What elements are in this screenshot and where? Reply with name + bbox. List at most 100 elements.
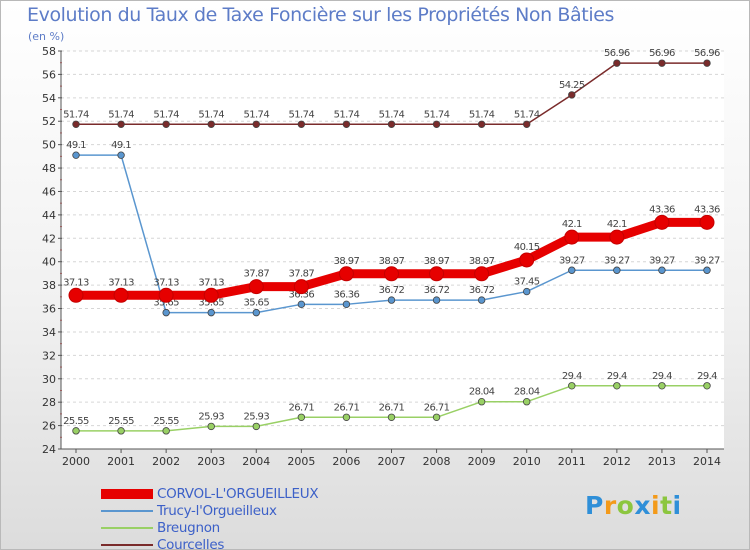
data-label: 37.13	[108, 277, 134, 288]
data-point	[613, 382, 621, 390]
data-label: 51.74	[379, 109, 405, 120]
data-point	[72, 151, 80, 159]
x-tick-label: 2008	[423, 455, 451, 468]
data-label: 51.74	[334, 109, 360, 120]
data-label: 28.04	[469, 387, 495, 398]
data-label: 29.4	[652, 371, 672, 382]
data-label: 42.1	[562, 219, 582, 230]
data-label: 25.55	[63, 416, 89, 427]
y-tick-label: 58	[42, 45, 56, 58]
proxiti-logo: Proxiti	[585, 491, 682, 520]
y-tick-label: 50	[42, 139, 56, 152]
x-tick-label: 2007	[378, 455, 406, 468]
data-point	[523, 398, 531, 406]
data-point	[342, 413, 351, 421]
data-point	[568, 382, 576, 390]
data-point	[477, 296, 486, 304]
data-point	[117, 120, 125, 128]
data-point	[387, 120, 396, 128]
y-tick-label: 36	[42, 303, 56, 316]
data-point	[523, 287, 531, 296]
data-label: 51.74	[424, 109, 450, 120]
data-label: 29.4	[562, 371, 582, 382]
data-point	[162, 427, 170, 435]
data-point	[609, 229, 625, 245]
data-label: 35.65	[243, 298, 269, 309]
data-point	[297, 413, 306, 421]
y-tick-label: 30	[42, 373, 56, 386]
data-label: 51.74	[108, 109, 134, 120]
legend-swatch	[101, 544, 153, 546]
data-point	[297, 300, 306, 309]
y-tick-label: 56	[42, 68, 56, 81]
data-point	[158, 287, 174, 303]
data-label: 29.4	[607, 371, 627, 382]
data-point	[432, 296, 441, 304]
data-point	[248, 279, 264, 295]
data-point	[252, 422, 260, 431]
x-tick-label: 2013	[648, 455, 676, 468]
x-tick-label: 2001	[107, 455, 135, 468]
data-label: 56.96	[694, 48, 720, 59]
data-point	[432, 120, 441, 128]
data-label: 49.1	[66, 140, 86, 151]
data-point	[162, 308, 170, 317]
data-point	[297, 120, 306, 128]
y-tick-label: 54	[42, 92, 56, 105]
data-label: 56.96	[604, 48, 630, 59]
x-tick-label: 2000	[62, 455, 90, 468]
x-tick-label: 2010	[513, 455, 541, 468]
data-point	[658, 266, 666, 274]
data-point	[207, 120, 215, 128]
x-tick-label: 2005	[287, 455, 315, 468]
data-point	[252, 120, 260, 128]
data-point	[342, 120, 351, 128]
data-label: 35.65	[198, 298, 224, 309]
data-point	[699, 214, 715, 230]
data-point	[568, 91, 576, 99]
data-label: 56.96	[649, 48, 675, 59]
data-label: 36.36	[289, 289, 315, 300]
data-point	[523, 120, 531, 128]
data-label: 36.72	[379, 285, 405, 296]
x-tick-label: 2002	[152, 455, 180, 468]
data-label: 28.04	[514, 387, 540, 398]
data-label: 26.71	[334, 402, 360, 413]
data-label: 26.71	[424, 402, 450, 413]
data-label: 39.27	[559, 255, 585, 266]
logo-letter: i	[651, 491, 661, 520]
data-label: 36.36	[334, 289, 360, 300]
x-tick-label: 2009	[468, 455, 496, 468]
data-label: 54.25	[559, 80, 585, 91]
data-point	[432, 413, 441, 421]
legend-swatch	[101, 527, 153, 529]
data-label: 40.15	[514, 242, 540, 253]
data-point	[703, 59, 711, 67]
x-tick-label: 2012	[603, 455, 631, 468]
logo-letter: i	[672, 491, 682, 520]
plot-area	[61, 51, 724, 449]
data-label: 39.27	[694, 255, 720, 266]
legend-swatch	[101, 510, 153, 512]
logo-letter: t	[660, 491, 673, 520]
data-point	[429, 266, 445, 282]
legend-label: Trucy-l'Orgueilleux	[157, 503, 277, 519]
x-tick-label: 2003	[197, 455, 225, 468]
data-point	[654, 214, 670, 230]
data-point	[703, 382, 711, 390]
logo-letter: r	[603, 491, 617, 520]
data-label: 38.97	[379, 256, 405, 267]
data-point	[117, 151, 125, 159]
x-tick-label: 2004	[242, 455, 270, 468]
data-label: 43.36	[694, 204, 720, 215]
data-point	[477, 120, 486, 128]
y-tick-label: 46	[42, 185, 56, 198]
data-label: 25.93	[243, 411, 269, 422]
data-point	[162, 120, 170, 128]
data-point	[68, 287, 84, 303]
data-label: 37.13	[153, 277, 179, 288]
data-point	[72, 120, 80, 128]
data-label: 36.72	[424, 285, 450, 296]
